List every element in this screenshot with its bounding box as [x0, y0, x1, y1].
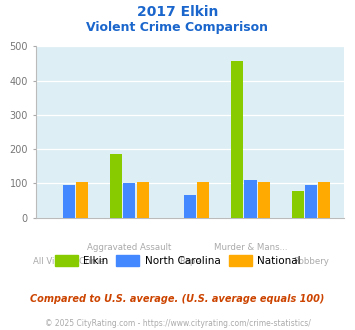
Bar [231, 61, 243, 218]
Bar [305, 185, 317, 218]
Bar [110, 154, 122, 218]
Legend: Elkin, North Carolina, National: Elkin, North Carolina, National [50, 251, 305, 270]
Bar [292, 191, 304, 218]
Bar [123, 183, 135, 218]
Text: Compared to U.S. average. (U.S. average equals 100): Compared to U.S. average. (U.S. average … [30, 294, 325, 304]
Bar [318, 182, 331, 218]
Bar [63, 185, 75, 218]
Text: Murder & Mans...: Murder & Mans... [214, 243, 287, 252]
Text: Aggravated Assault: Aggravated Assault [87, 243, 171, 252]
Text: © 2025 CityRating.com - https://www.cityrating.com/crime-statistics/: © 2025 CityRating.com - https://www.city… [45, 319, 310, 328]
Bar [76, 182, 88, 218]
Bar [258, 182, 270, 218]
Text: Rape: Rape [179, 257, 201, 266]
Bar [137, 182, 149, 218]
Text: Robbery: Robbery [293, 257, 329, 266]
Text: Violent Crime Comparison: Violent Crime Comparison [87, 21, 268, 34]
Bar [197, 182, 209, 218]
Bar [245, 180, 257, 218]
Text: All Violent Crime: All Violent Crime [33, 257, 105, 266]
Bar [184, 195, 196, 218]
Text: 2017 Elkin: 2017 Elkin [137, 5, 218, 19]
